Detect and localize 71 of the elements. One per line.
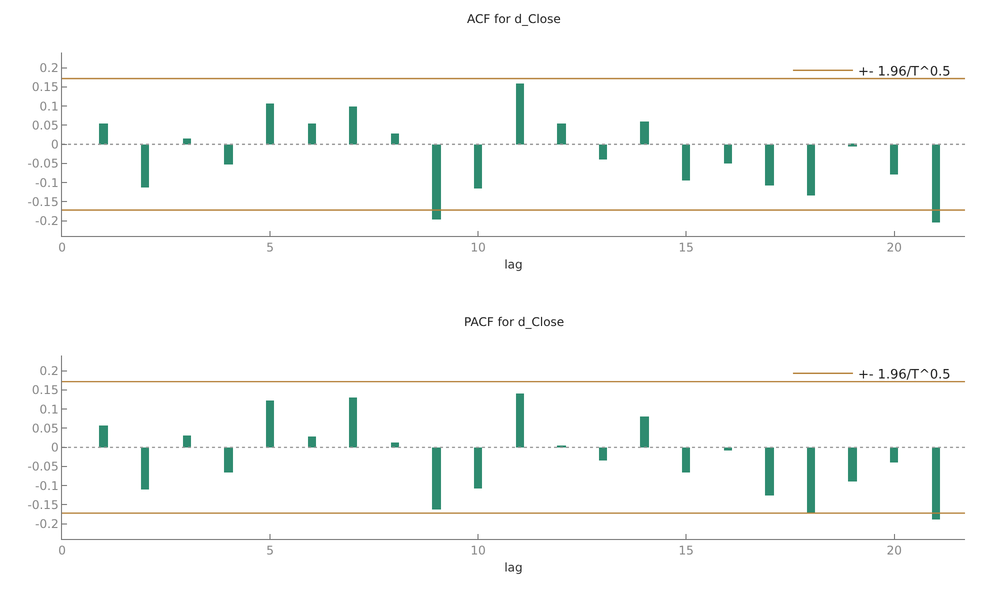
ref-line-label: +- 1.96/T^0.5 xyxy=(858,367,951,382)
ref-line-label: +- 1.96/T^0.5 xyxy=(858,64,951,80)
bar xyxy=(99,124,108,145)
bar xyxy=(308,436,316,448)
bar xyxy=(640,122,649,145)
bar xyxy=(141,144,149,188)
bar xyxy=(391,442,399,448)
bar xyxy=(557,124,566,145)
x-axis-title: lag xyxy=(504,257,523,272)
bar xyxy=(932,144,940,223)
y-tick-label: -0.1 xyxy=(35,478,59,493)
bar xyxy=(224,448,233,473)
y-tick-label: 0.05 xyxy=(32,421,59,436)
x-tick-label: 10 xyxy=(470,543,486,558)
chart-title: ACF for d_Close xyxy=(467,12,561,26)
bar xyxy=(724,144,732,164)
y-tick-label: 0.15 xyxy=(32,80,59,94)
y-tick-label: 0.05 xyxy=(32,118,59,132)
y-tick-label: 0.15 xyxy=(32,383,59,398)
bar xyxy=(599,448,607,461)
y-tick-label: -0.2 xyxy=(35,516,59,531)
chart-title: PACF for d_Close xyxy=(464,315,564,329)
bar xyxy=(266,104,274,145)
bar xyxy=(724,448,732,451)
x-tick-label: 15 xyxy=(678,240,694,254)
bar xyxy=(807,144,815,196)
bar xyxy=(99,426,108,448)
y-tick-label: 0 xyxy=(50,440,59,455)
bar xyxy=(432,144,441,220)
y-tick-label: -0.2 xyxy=(35,214,59,228)
x-tick-label: 20 xyxy=(886,240,902,254)
bar xyxy=(224,144,233,165)
bar xyxy=(890,144,898,175)
y-tick-label: 0.2 xyxy=(40,61,59,76)
y-tick-label: 0.1 xyxy=(40,402,59,416)
bar xyxy=(474,144,482,189)
y-tick-label: 0.1 xyxy=(40,99,59,114)
x-tick-label: 5 xyxy=(266,240,274,254)
bar xyxy=(391,134,399,145)
y-tick-label: -0.05 xyxy=(28,460,59,474)
y-tick-label: 0 xyxy=(50,138,59,152)
bar xyxy=(640,416,649,448)
y-tick-label: -0.1 xyxy=(35,176,59,190)
bar xyxy=(432,448,441,510)
bar xyxy=(349,398,357,448)
bar xyxy=(890,448,898,463)
y-tick-label: 0.2 xyxy=(40,364,59,378)
bar xyxy=(266,400,274,448)
x-tick-label: 5 xyxy=(266,543,274,558)
bar xyxy=(765,144,774,186)
bar xyxy=(183,436,191,448)
bar xyxy=(848,448,857,482)
y-tick-label: -0.05 xyxy=(28,156,59,171)
x-axis-title: lag xyxy=(504,560,523,574)
bar xyxy=(474,448,482,489)
bar xyxy=(682,448,690,473)
y-tick-label: -0.15 xyxy=(28,194,59,209)
bar xyxy=(349,106,357,145)
bar xyxy=(807,448,815,514)
x-tick-label: 10 xyxy=(470,240,486,254)
x-tick-label: 20 xyxy=(886,543,902,558)
bar xyxy=(308,124,316,145)
bar xyxy=(765,448,774,496)
bar xyxy=(932,448,940,520)
bar xyxy=(516,84,524,145)
bar xyxy=(599,144,607,160)
bar xyxy=(141,448,149,490)
y-tick-label: -0.15 xyxy=(28,498,59,512)
x-tick-label: 15 xyxy=(678,543,694,558)
bar xyxy=(516,394,524,448)
bar xyxy=(682,144,690,181)
